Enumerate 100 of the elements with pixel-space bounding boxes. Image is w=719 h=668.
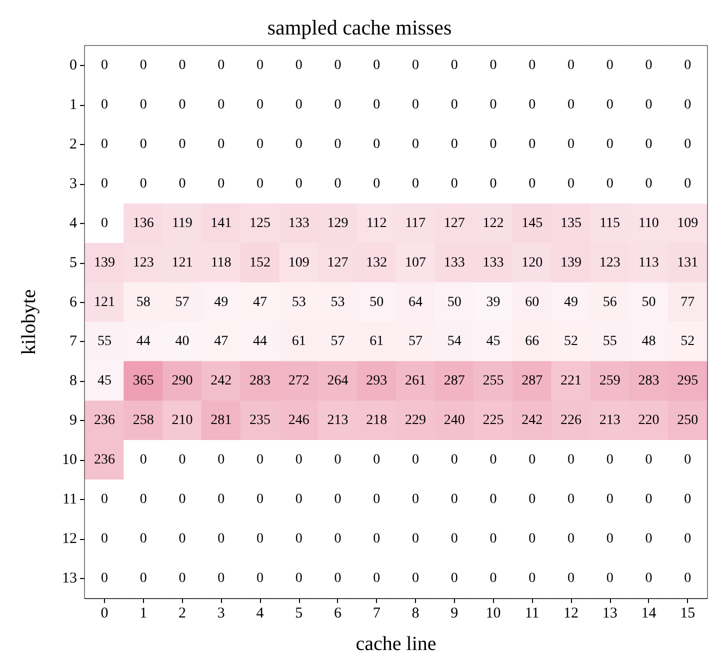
- data-label: 60: [525, 294, 540, 310]
- chart-title: sampled cache misses: [267, 16, 452, 40]
- data-label: 0: [178, 98, 186, 113]
- data-label: 0: [334, 570, 342, 586]
- data-label: 0: [256, 570, 264, 586]
- data-label: 0: [645, 137, 652, 152]
- data-label: 0: [567, 58, 574, 74]
- data-label: 0: [684, 137, 692, 152]
- data-label: 0: [645, 98, 652, 113]
- data-label: 235: [249, 413, 270, 428]
- data-label: 118: [210, 255, 232, 270]
- data-label: 0: [256, 492, 264, 507]
- data-label: 0: [567, 137, 574, 152]
- data-label: 0: [490, 98, 497, 113]
- data-label: 0: [567, 176, 574, 192]
- data-label: 115: [600, 216, 620, 231]
- x-tick-label: 2: [178, 606, 186, 622]
- data-label: 152: [249, 255, 270, 270]
- data-label: 54: [447, 334, 462, 350]
- data-label: 0: [256, 176, 264, 192]
- data-label: 117: [405, 216, 426, 231]
- data-label: 0: [645, 176, 652, 192]
- data-label: 125: [249, 216, 270, 231]
- data-label: 0: [684, 492, 692, 507]
- data-label: 57: [330, 334, 345, 350]
- data-label: 123: [599, 255, 620, 270]
- data-label: 58: [136, 294, 150, 310]
- data-label: 0: [450, 492, 458, 507]
- data-label: 0: [140, 176, 147, 192]
- data-label: 293: [366, 374, 388, 389]
- data-label: 242: [210, 374, 232, 389]
- data-label: 225: [482, 413, 504, 428]
- data-label: 129: [327, 216, 348, 231]
- data-label: 0: [178, 570, 186, 586]
- data-label: 213: [599, 413, 620, 428]
- data-label: 0: [373, 452, 380, 468]
- data-label: 0: [140, 570, 147, 586]
- data-label: 133: [288, 216, 310, 231]
- data-label: 45: [97, 374, 112, 389]
- data-label: 0: [645, 452, 652, 468]
- x-tick-label: 12: [563, 606, 578, 622]
- data-label: 0: [684, 452, 692, 468]
- y-tick-label: 9: [70, 412, 77, 429]
- data-label: 0: [528, 176, 536, 192]
- data-label: 0: [295, 531, 302, 546]
- data-label: 0: [450, 58, 458, 74]
- data-label: 0: [140, 58, 147, 74]
- data-label: 121: [94, 294, 115, 310]
- y-tick-label: 10: [62, 452, 77, 468]
- data-label: 123: [132, 255, 154, 270]
- x-tick-label: 3: [217, 606, 225, 622]
- data-label: 0: [528, 570, 536, 586]
- x-tick-label: 1: [140, 606, 148, 622]
- data-label: 264: [327, 374, 348, 389]
- data-label: 0: [334, 58, 342, 74]
- data-label: 290: [172, 374, 193, 389]
- data-label: 246: [288, 413, 310, 428]
- data-label: 53: [292, 294, 306, 310]
- data-label: 0: [140, 492, 147, 507]
- data-label: 0: [528, 137, 536, 152]
- data-label: 0: [256, 452, 264, 468]
- data-label: 259: [599, 374, 620, 389]
- data-label: 0: [450, 98, 458, 113]
- data-label: 112: [366, 216, 387, 231]
- data-label: 295: [677, 374, 698, 389]
- data-label: 0: [218, 176, 225, 192]
- data-label: 0: [490, 452, 497, 468]
- data-label: 218: [366, 413, 388, 428]
- data-label: 0: [295, 570, 302, 586]
- data-label: 50: [370, 294, 384, 310]
- data-label: 52: [564, 334, 578, 350]
- x-tick-label: 15: [680, 606, 696, 622]
- data-label: 0: [490, 492, 497, 507]
- data-label: 133: [444, 255, 465, 270]
- data-label: 45: [486, 334, 500, 350]
- data-label: 0: [373, 531, 380, 546]
- data-label: 0: [100, 58, 108, 74]
- data-label: 0: [606, 98, 614, 113]
- data-label: 0: [684, 570, 692, 586]
- data-label: 0: [178, 531, 186, 546]
- data-label: 0: [218, 98, 225, 113]
- data-label: 0: [178, 176, 186, 192]
- data-label: 0: [373, 58, 380, 74]
- data-label: 141: [210, 216, 232, 231]
- data-label: 0: [412, 570, 419, 586]
- data-label: 0: [218, 452, 225, 468]
- data-label: 39: [486, 294, 500, 310]
- x-axis-title: cache line: [356, 633, 436, 655]
- data-label: 0: [450, 137, 458, 152]
- data-label: 52: [680, 334, 695, 350]
- data-label: 226: [560, 413, 582, 428]
- y-tick-label: 2: [70, 136, 77, 153]
- data-label: 0: [140, 452, 147, 468]
- data-label: 109: [288, 255, 310, 270]
- data-label: 0: [490, 531, 497, 546]
- data-label: 0: [373, 492, 380, 507]
- data-label: 0: [528, 531, 536, 546]
- data-label: 0: [606, 531, 614, 546]
- data-label: 0: [256, 58, 264, 74]
- data-label: 0: [100, 531, 108, 546]
